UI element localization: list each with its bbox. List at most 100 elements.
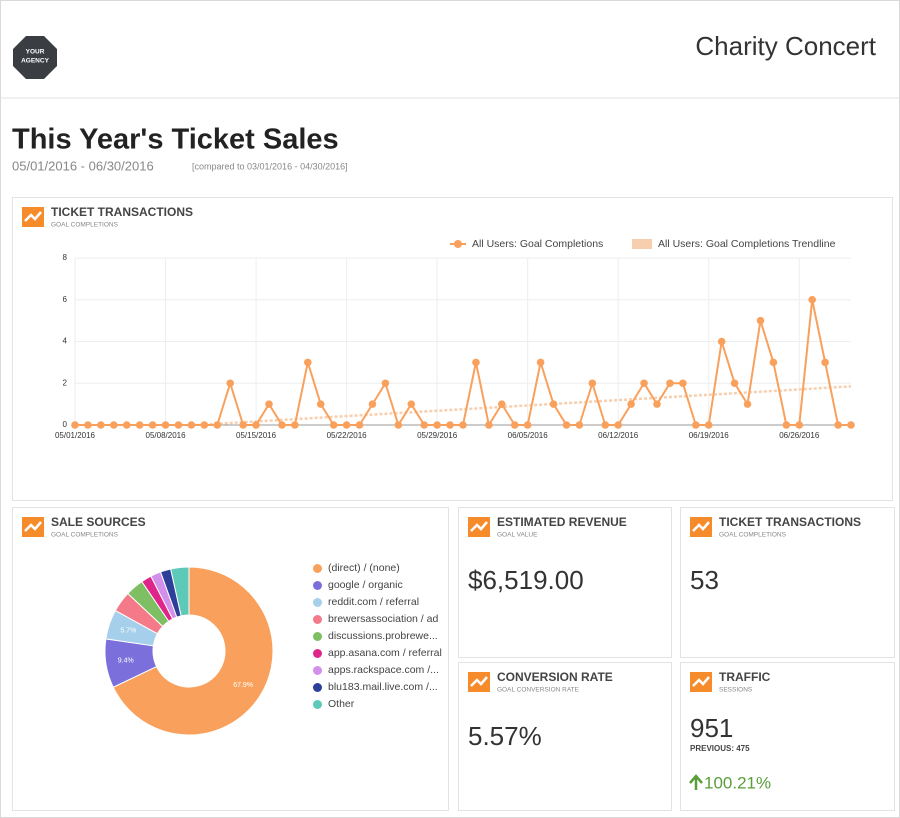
point [252,421,260,429]
kpi-title: CONVERSION RATE [497,670,613,684]
logo-text: AGENCY [21,58,49,65]
point [148,421,157,429]
point [730,379,739,388]
legend-label: app.asana.com / referral [328,647,442,659]
date-range: 05/01/2016 - 06/30/2016 [12,158,154,173]
y-tick-label: 8 [63,253,68,262]
legend-label: All Users: Goal Completions Trendline [658,238,836,250]
legend-label: discussions.probrewe... [328,630,438,642]
panel [680,662,895,811]
x-tick-label: 06/26/2016 [779,431,820,440]
legend-label: blu183.mail.live.com /... [328,681,438,693]
legend-label: brewersassociation / ad [328,613,439,625]
point [135,421,144,429]
trendline [174,385,851,425]
point [769,358,778,367]
legend-label: google / organic [328,579,403,591]
kpi-previous: PREVIOUS: 475 [690,744,750,753]
legend-swatch [313,615,322,624]
point [704,421,713,429]
point [808,295,816,304]
x-tick-label: 05/08/2016 [146,431,187,440]
point [71,421,79,429]
point [601,421,610,429]
point [97,421,105,429]
logo-text: YOUR [26,49,45,56]
legend-swatch [313,649,322,658]
icon [690,672,712,692]
slice-label: 9.4% [118,657,134,664]
legend-item: Other [313,698,445,711]
point [420,421,429,429]
point [329,421,338,429]
point [549,400,558,408]
point [187,421,196,429]
x-tick-label: 06/05/2016 [508,431,549,440]
legend-label: (direct) / (none) [328,562,400,574]
point [666,379,674,388]
legend-marker [632,239,652,249]
point [355,421,364,429]
kpi-value: 53 [690,565,719,595]
point [692,421,700,429]
legend-label: Other [328,698,355,710]
kpi-change: 100.21% [704,773,771,792]
y-tick-label: 4 [63,337,68,346]
legend-swatch [313,666,322,675]
panel [458,662,672,811]
legend-box: (direct) / (none) google / organic reddit.… [313,562,445,711]
report-title: This Year's Ticket Sales [12,124,339,156]
logo [13,36,57,79]
point [239,421,247,429]
panel [680,507,895,658]
point [743,400,752,408]
point [536,358,545,367]
point [679,379,687,388]
icon [468,517,490,537]
kpi-title: TICKET TRANSACTIONS [719,515,861,529]
point [653,400,661,408]
point [265,400,273,408]
header-title: Charity Concert [695,31,876,61]
point [200,421,209,429]
point [523,421,532,429]
point [614,421,622,429]
point [782,421,791,429]
point [498,400,506,408]
point [174,421,183,429]
y-tick-label: 0 [63,420,68,429]
legend-item: app.asana.com / referral [313,647,445,660]
legend-item: discussions.probrewe... [313,630,445,643]
x-tick-label: 05/22/2016 [327,431,368,440]
point [627,400,635,408]
x-tick-label: 06/12/2016 [598,431,639,440]
slice [170,566,190,617]
legend-label: reddit.com / referral [328,596,420,608]
slice-label: 5.7% [120,627,136,634]
point [368,400,377,408]
point [562,421,571,429]
icon [22,517,44,537]
point [381,379,390,388]
point [588,379,597,388]
legend: (direct) / (none) google / organic reddit.… [313,562,445,711]
panel [12,197,893,501]
point [446,421,454,429]
legend-label: apps.rackspace.com /... [328,664,439,676]
legend-item: blu183.mail.live.com /... [313,681,445,694]
legend-swatch [313,683,322,692]
legend-item: reddit.com / referral [313,596,445,609]
chart-subtitle: GOAL COMPLETIONS [51,222,119,229]
panel [458,507,672,658]
slice [112,566,274,736]
legend-swatch [313,632,322,641]
legend-label: All Users: Goal Completions [472,238,603,250]
legend-marker [454,240,462,248]
chart-title: TICKET TRANSACTIONS [51,205,193,219]
point [226,379,234,388]
point [485,421,493,429]
x-tick-label: 05/29/2016 [417,431,458,440]
icons [22,207,712,692]
icon [690,517,712,537]
